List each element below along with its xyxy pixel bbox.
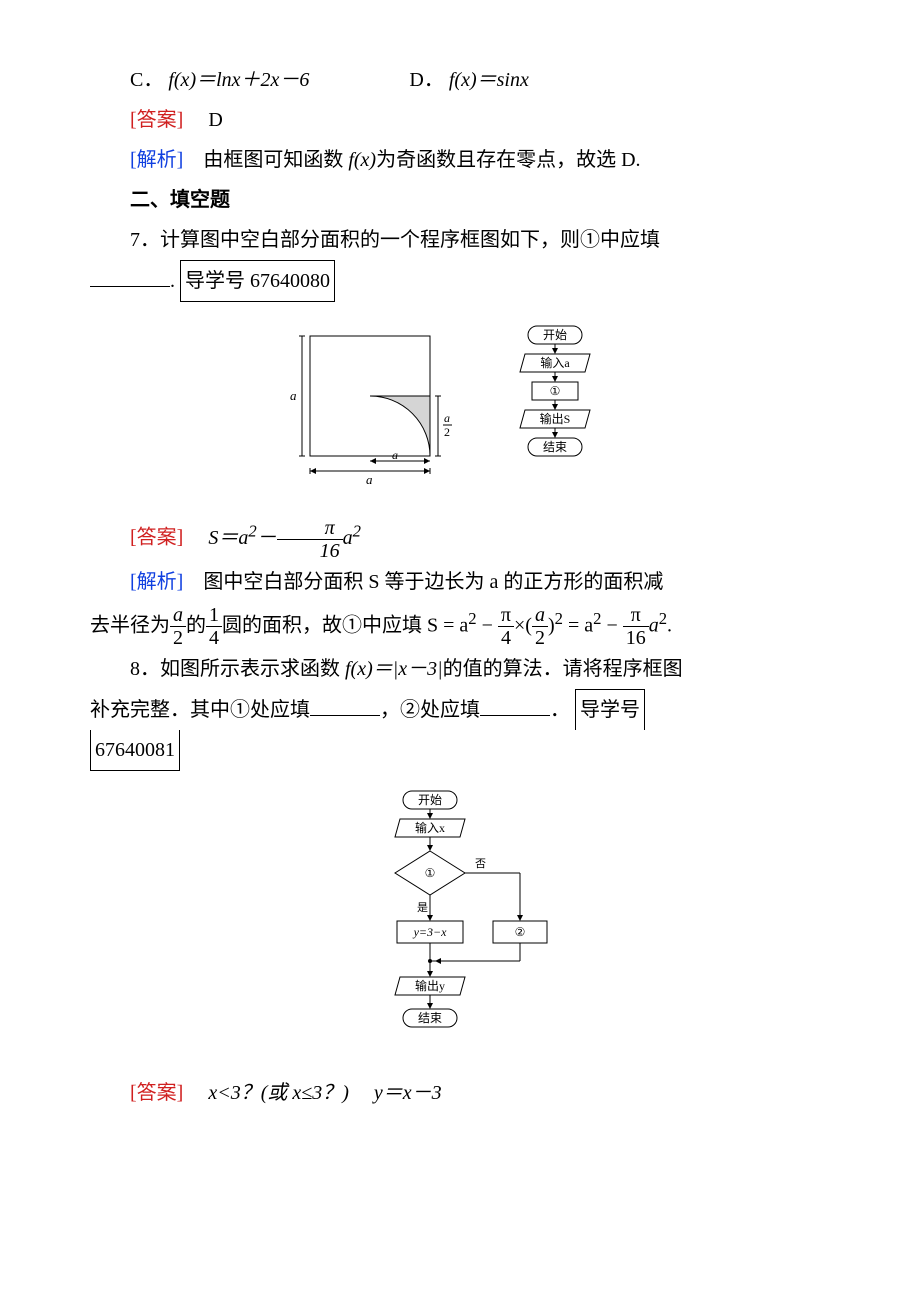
svg-text:a: a <box>392 448 398 462</box>
svg-text:①: ① <box>550 384 561 398</box>
opt-c-math: f(x)＝lnx＋2x－6 <box>168 69 309 91</box>
blank-fill-2 <box>310 695 380 716</box>
svg-text:开始: 开始 <box>543 328 567 342</box>
figure-7: a a a 2 a 开始 输入a ① 输出S <box>90 316 830 500</box>
svg-text:a: a <box>444 411 450 425</box>
svg-text:开始: 开始 <box>418 793 442 807</box>
answer-d-line: [答案] D <box>90 100 830 140</box>
answer-label-7: [答案] <box>130 527 183 549</box>
guide-box-8a: 导学号 <box>575 689 645 730</box>
figure-8: 开始 输入x ① 是 否 y=3−x ② 输出y <box>90 785 830 1059</box>
explain-label: [解析] <box>130 149 183 171</box>
svg-text:结束: 结束 <box>418 1011 442 1025</box>
svg-text:y=3−x: y=3−x <box>413 925 448 939</box>
ans8-v2: y＝x－3 <box>374 1082 442 1104</box>
fig7-geometry: a a a 2 a <box>290 336 452 486</box>
svg-text:输入a: 输入a <box>540 355 570 370</box>
q8-line3: 67640081 <box>90 730 830 771</box>
opt-c-label: C． <box>130 69 163 91</box>
blank-fill-3 <box>480 695 550 716</box>
svg-text:输入x: 输入x <box>415 820 445 835</box>
q8-line2: 补充完整．其中①处应填，②处应填． 导学号 <box>90 689 830 730</box>
svg-text:a: a <box>366 472 373 486</box>
opt-d-label: D． <box>409 69 443 91</box>
q8-line1: 8．如图所示表示求函数 f(x)＝|x－3|的值的算法．请将程序框图 <box>90 649 830 689</box>
explain-d-line: [解析] 由框图可知函数 f(x)为奇函数且存在零点，故选 D. <box>90 140 830 180</box>
svg-text:结束: 结束 <box>543 440 567 454</box>
guide-box-8b: 67640081 <box>90 730 180 771</box>
q7-line1: 7．计算图中空白部分面积的一个程序框图如下，则①中应填 <box>90 220 830 260</box>
q7-line2: . 导学号 67640080 <box>90 260 830 302</box>
explain-label-7: [解析] <box>130 571 183 593</box>
svg-text:输出y: 输出y <box>415 978 445 993</box>
svg-text:②: ② <box>515 925 526 939</box>
answer-7-line: [答案] S＝a2－π16a2 <box>90 514 830 562</box>
svg-text:输出S: 输出S <box>540 411 571 426</box>
svg-text:①: ① <box>425 866 436 880</box>
answer-label: [答案] <box>130 109 183 131</box>
explain-7-line2: 去半径为a2的14圆的面积，故①中应填 S = a2 − π4×(a2)2 = … <box>90 602 830 650</box>
fig7-flowchart: 开始 输入a ① 输出S 结束 <box>520 326 590 456</box>
svg-text:a: a <box>290 388 297 403</box>
answer-d-value: D <box>208 109 222 131</box>
fig8-svg: 开始 输入x ① 是 否 y=3−x ② 输出y <box>345 785 575 1045</box>
options-line: C． f(x)＝lnx＋2x－6 D． f(x)＝sinx <box>90 60 830 100</box>
ans8-v1: x<3？(或 x≤3？) <box>208 1082 349 1104</box>
answer-label-8: [答案] <box>130 1082 183 1104</box>
svg-text:2: 2 <box>444 425 450 439</box>
explain-7-line1: [解析] 图中空白部分面积 S 等于边长为 a 的正方形的面积减 <box>90 562 830 602</box>
fig7-svg: a a a 2 a 开始 输入a ① 输出S <box>280 316 640 486</box>
blank-fill-1 <box>90 266 170 287</box>
svg-text:是: 是 <box>417 901 428 914</box>
answer-8-line: [答案] x<3？(或 x≤3？) y＝x－3 <box>90 1073 830 1113</box>
opt-d-math: f(x)＝sinx <box>449 69 529 91</box>
svg-text:否: 否 <box>475 858 486 870</box>
guide-box-7: 导学号 67640080 <box>180 260 335 302</box>
section-2-heading: 二、填空题 <box>90 180 830 220</box>
